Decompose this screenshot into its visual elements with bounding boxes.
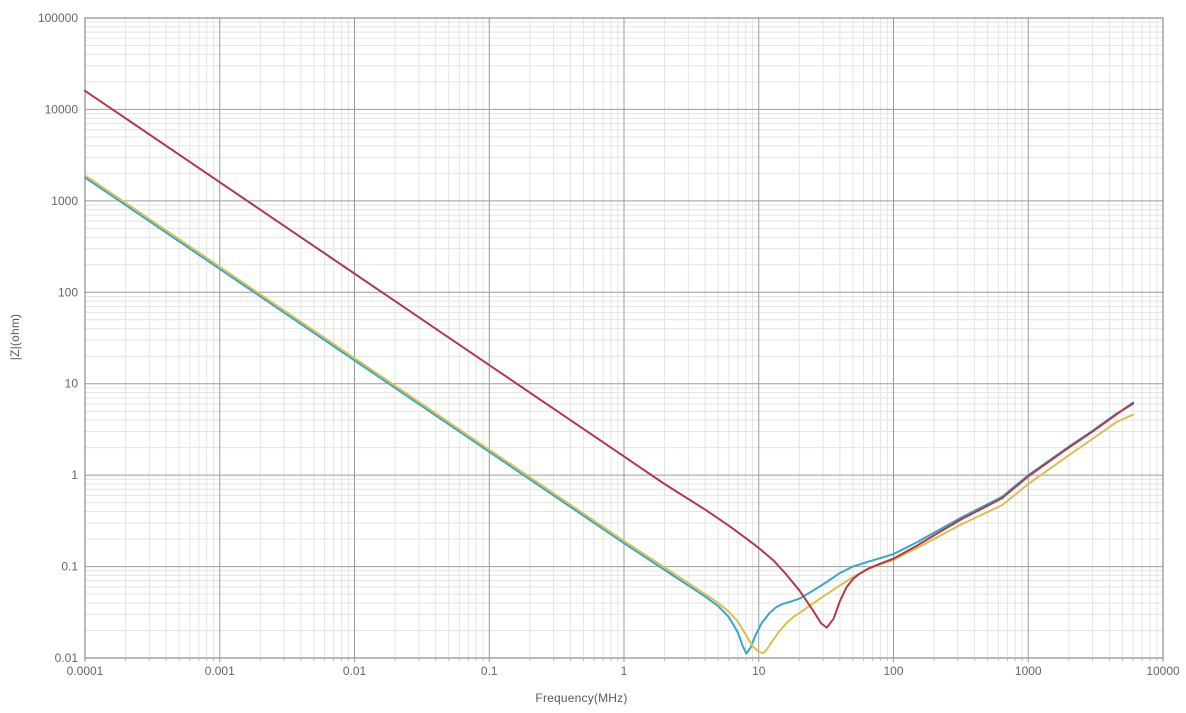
series-capacitor-1uF-A: [84, 176, 1135, 655]
x-axis-title: Frequency(MHz): [535, 691, 628, 705]
y-tick-label: 100000: [38, 11, 78, 25]
y-tick-label: 100: [58, 285, 78, 299]
y-axis-title: |Z|(ohm): [8, 313, 22, 361]
x-tick-label: 10000: [1146, 664, 1180, 678]
series-capacitor-1uF-B: [84, 174, 1135, 655]
y-tick-label: 0.1: [61, 560, 78, 574]
y-tick-label: 0.01: [55, 651, 79, 665]
x-tick-label: 1: [621, 664, 628, 678]
x-tick-label: 0.1: [481, 664, 498, 678]
x-tick-label: 1000: [1015, 664, 1042, 678]
x-tick-label: 0.01: [343, 664, 367, 678]
x-tick-label: 0.001: [205, 664, 235, 678]
y-tick-label: 10: [65, 377, 79, 391]
x-tick-label: 100: [883, 664, 903, 678]
x-tick-label: 0.0001: [67, 664, 104, 678]
y-tick-label: 1000: [51, 194, 78, 208]
y-tick-label: 10000: [45, 102, 79, 116]
series-capacitor-0.1uF: [84, 89, 1135, 629]
y-tick-label: 1: [71, 468, 78, 482]
x-tick-label: 10: [752, 664, 766, 678]
